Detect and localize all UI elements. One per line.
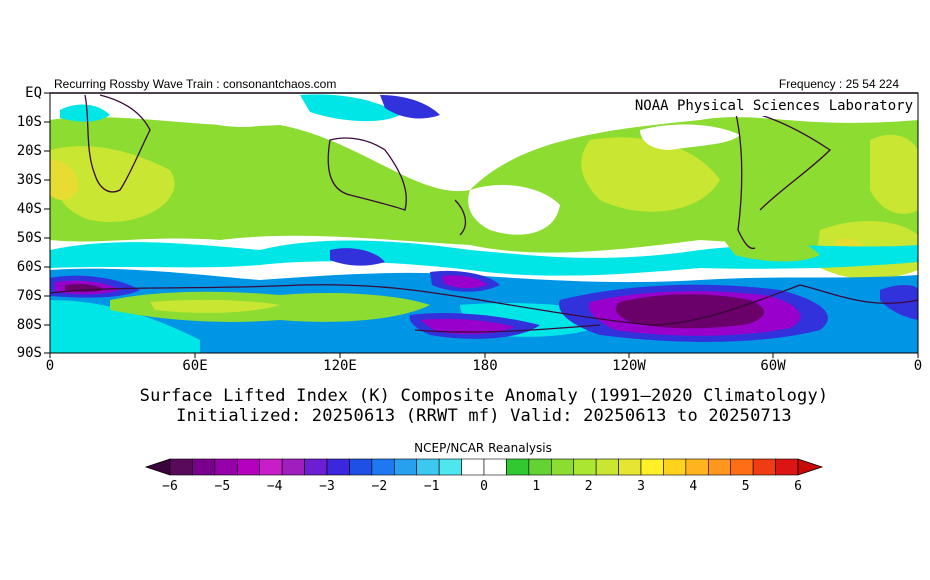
colorbar-swatch xyxy=(281,458,305,476)
colorbar-tick-label: −4 xyxy=(266,479,283,494)
lon-label-0-right: 0 xyxy=(913,358,923,374)
lon-label-120w: 120W xyxy=(612,358,646,374)
lat-label-70s: 70S xyxy=(16,288,42,304)
colorbar-swatch xyxy=(192,458,216,476)
colorbar-swatch xyxy=(304,458,328,476)
colorbar-tick-label: 4 xyxy=(689,479,698,494)
colorbar-swatch xyxy=(573,458,597,476)
colorbar-swatch xyxy=(259,458,283,476)
lat-label-30s: 30S xyxy=(16,172,42,188)
colorbar-swatch xyxy=(349,458,373,476)
lat-label-10s: 10S xyxy=(16,114,42,130)
colorbar-title: NCEP/NCAR Reanalysis xyxy=(414,441,552,455)
colorbar-swatch xyxy=(618,458,642,476)
colorbar-swatch xyxy=(416,458,440,476)
lon-label-180: 180 xyxy=(472,358,498,374)
colorbar-swatch xyxy=(169,458,193,476)
colorbar-right-arrow xyxy=(797,458,824,476)
header-right-text: Frequency : 25 54 224 xyxy=(778,77,899,91)
colorbar-swatch xyxy=(528,458,552,476)
colorbar-tick-label: 2 xyxy=(584,479,593,494)
colorbar-tick-label: 1 xyxy=(532,479,541,494)
colorbar-tick-label: −5 xyxy=(214,479,231,494)
colorbar-tick-label: −1 xyxy=(423,479,440,494)
colorbar-swatch xyxy=(595,458,619,476)
colorbar-tick-label: 6 xyxy=(794,479,802,494)
lat-label-eq: EQ xyxy=(25,85,42,101)
colorbar-swatch xyxy=(730,458,754,476)
colorbar-tick-label: 3 xyxy=(637,479,645,494)
map-fill-layer xyxy=(50,93,918,353)
lon-label-60w: 60W xyxy=(760,358,786,374)
colorbar-tick-label: 0 xyxy=(480,479,488,494)
colorbar xyxy=(144,458,824,476)
colorbar-swatch xyxy=(326,458,350,476)
noaa-label: NOAA Physical Sciences Laboratory xyxy=(577,96,917,116)
map-title-line2: Initialized: 20250613 (RRWT mf) Valid: 2… xyxy=(176,406,792,426)
colorbar-swatch xyxy=(663,458,687,476)
colorbar-swatch xyxy=(752,458,776,476)
anomaly-map xyxy=(44,92,919,358)
lat-label-50s: 50S xyxy=(16,230,42,246)
colorbar-swatch xyxy=(707,458,732,476)
axis-ticks xyxy=(44,92,919,358)
colorbar-tick-label: −3 xyxy=(319,479,335,494)
lat-label-20s: 20S xyxy=(16,143,42,159)
colorbar-swatch xyxy=(775,458,799,476)
lat-label-40s: 40S xyxy=(16,201,42,217)
map-title-line1: Surface Lifted Index (K) Composite Anoma… xyxy=(139,386,829,406)
colorbar-tick-label: −2 xyxy=(371,479,388,494)
lat-label-60s: 60S xyxy=(16,259,42,275)
colorbar-tick-label: 5 xyxy=(741,479,750,494)
lon-label-120e: 120E xyxy=(323,358,357,374)
lat-label-80s: 80S xyxy=(16,317,42,333)
colorbar-swatch xyxy=(506,458,530,476)
colorbar-swatch xyxy=(393,458,418,476)
colorbar-swatch xyxy=(685,458,709,476)
colorbar-swatch xyxy=(550,458,575,476)
coastlines xyxy=(49,94,919,333)
colorbar-swatch xyxy=(214,458,238,476)
colorbar-tick-label: −6 xyxy=(162,479,178,494)
colorbar-swatch xyxy=(236,458,261,476)
colorbar-swatch xyxy=(640,458,664,476)
lat-label-90s: 90S xyxy=(16,345,42,361)
map-frame xyxy=(49,92,919,354)
colorbar-swatch xyxy=(371,458,395,476)
colorbar-left-arrow xyxy=(144,458,171,476)
colorbar-swatch xyxy=(483,458,507,476)
header-left-text: Recurring Rossby Wave Train : consonantc… xyxy=(54,77,337,91)
lon-label-0: 0 xyxy=(45,358,55,374)
colorbar-swatch xyxy=(438,458,462,476)
colorbar-swatch xyxy=(461,458,485,476)
lon-label-60e: 60E xyxy=(182,358,208,374)
